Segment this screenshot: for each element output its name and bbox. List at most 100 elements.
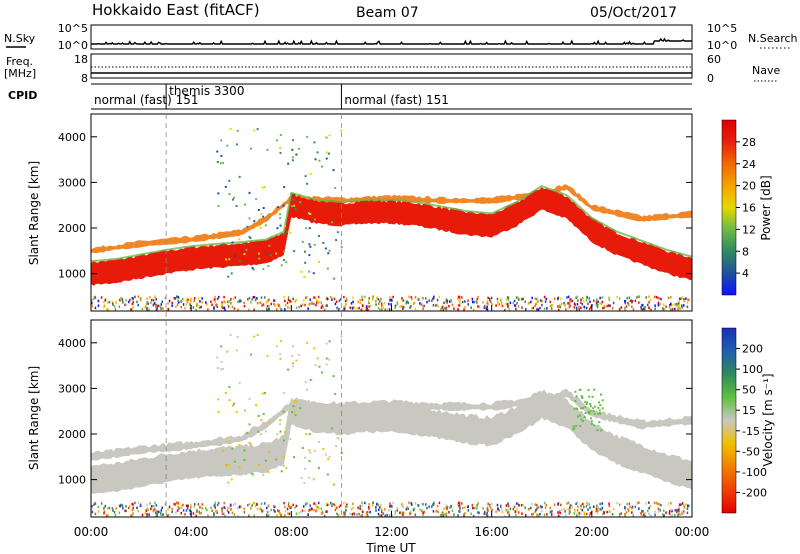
velocity-scatter-point [259, 433, 262, 436]
power-scatter-point [293, 194, 296, 197]
velocity-scatter-point [287, 502, 290, 505]
velocity-scatter-point [266, 511, 269, 514]
power-scatter-point [243, 243, 246, 246]
power-scatter-point [223, 306, 226, 310]
power-scatter-point [426, 300, 428, 304]
velocity-scatter-point [459, 507, 461, 510]
power-scatter-point [326, 304, 328, 307]
power-scatter-point [189, 306, 192, 310]
velocity-scatter-point [410, 510, 412, 514]
velocity-scatter-point [396, 507, 399, 510]
power-scatter-point [360, 308, 362, 311]
power-scatter-point [325, 296, 328, 300]
power-scatter-point [285, 261, 288, 264]
velocity-scatter-point [535, 508, 537, 512]
power-scatter-point [445, 308, 448, 311]
velocity-scatter-point [315, 509, 317, 513]
power-scatter-point [148, 307, 150, 310]
power-scatter-point [233, 254, 236, 257]
power-scatter-point [283, 295, 285, 299]
velocity-scatter-point [661, 513, 664, 516]
power-scatter-point [432, 297, 434, 300]
velocity-scatter-point [149, 502, 151, 505]
velocity-scatter-point [407, 507, 410, 511]
velocity-scatter-point [287, 512, 289, 515]
colorbar-tick-label: 8 [742, 245, 749, 258]
power-scatter-point [522, 297, 524, 301]
power-scatter-point [372, 295, 374, 298]
velocity-scatter-point [305, 388, 308, 391]
power-scatter-point [438, 295, 441, 299]
power-scatter-point [328, 134, 331, 137]
power-scatter-point [450, 298, 452, 302]
velocity-scatter-point [586, 501, 588, 505]
power-scatter-point [221, 303, 223, 306]
power-scatter-point [505, 302, 507, 306]
velocity-scatter-point [478, 511, 480, 515]
power-scatter-point [308, 270, 311, 273]
power-scatter-point [262, 268, 265, 271]
power-scatter-point [282, 204, 285, 207]
velocity-scatter-point [596, 429, 599, 432]
velocity-scatter-point [237, 506, 239, 510]
velocity-scatter-point [409, 512, 411, 515]
power-scatter-point [340, 246, 343, 249]
velocity-scatter-point [279, 423, 282, 426]
power-scatter-point [585, 306, 588, 310]
velocity-scatter-point [282, 464, 285, 467]
velocity-scatter-point [485, 513, 488, 516]
velocity-scatter-point [517, 502, 519, 505]
power-scatter-point [121, 298, 124, 301]
velocity-scatter-point [226, 350, 229, 353]
velocity-scatter-point [182, 503, 184, 507]
power-scatter-point [173, 297, 176, 300]
velocity-scatter-point [402, 511, 404, 515]
power-scatter-point [334, 187, 337, 190]
velocity-scatter-point [578, 514, 581, 517]
power-scatter-point [300, 270, 303, 273]
power-scatter-point [291, 159, 294, 162]
power-scatter-point [268, 298, 270, 302]
velocity-scatter-point [422, 503, 424, 506]
velocity-scatter-point [245, 454, 248, 457]
power-scatter-point [320, 306, 323, 309]
nave-right-tick-top: 60 [707, 53, 721, 66]
power-scatter-point [320, 301, 323, 304]
power-scatter-point [100, 296, 103, 299]
power-scatter-point [352, 296, 354, 300]
power-scatter-point [477, 305, 479, 308]
power-scatter-point [112, 303, 114, 306]
velocity-scatter-point [553, 503, 556, 507]
velocity-scatter-point [445, 506, 448, 509]
velocity-scatter-point [471, 503, 474, 507]
power-scatter-point [227, 305, 230, 308]
velocity-scatter-point [335, 506, 338, 510]
power-scatter-point [487, 296, 489, 300]
velocity-scatter-point [303, 505, 305, 508]
velocity-scatter-point [362, 510, 364, 514]
power-scatter-point [190, 299, 192, 303]
velocity-scatter-point [606, 510, 608, 514]
velocity-scatter-point [433, 501, 435, 505]
velocity-scatter-point [630, 505, 632, 509]
power-scatter-point [400, 305, 402, 308]
power-scatter-point [596, 305, 599, 309]
velocity-scatter-point [221, 507, 223, 510]
power-scatter-point [273, 302, 275, 306]
velocity-scatter-point [515, 513, 517, 517]
power-scatter-point [220, 154, 223, 157]
velocity-scatter-point [309, 419, 312, 422]
velocity-scatter-point [326, 510, 328, 513]
velocity-scatter-point [359, 507, 361, 511]
velocity-scatter-point [189, 509, 192, 513]
power-scatter-point [644, 308, 646, 311]
velocity-scatter-point [233, 402, 236, 405]
velocity-scatter-point [457, 503, 459, 506]
power-scatter-point [391, 299, 393, 302]
velocity-scatter-point [676, 508, 678, 512]
power-scatter-point [445, 298, 448, 301]
velocity-scatter-point [577, 505, 579, 508]
velocity-scatter-point [593, 505, 595, 508]
velocity-scatter-point [587, 411, 590, 414]
power-scatter-point [531, 296, 533, 300]
